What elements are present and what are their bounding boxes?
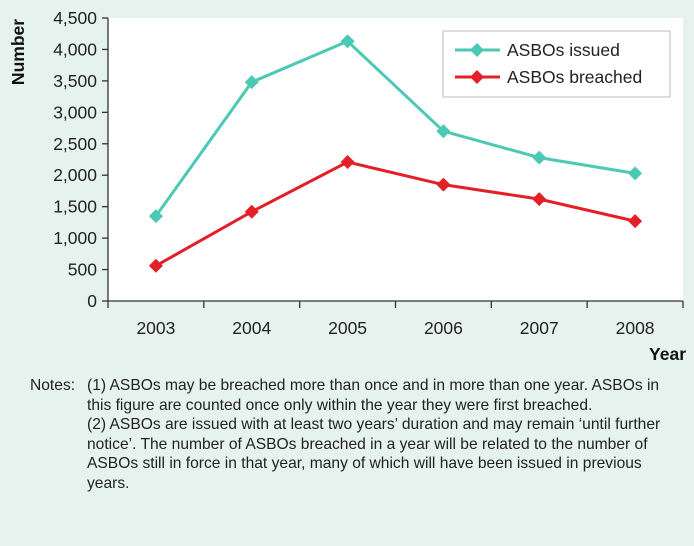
legend-box (442, 30, 671, 98)
y-tick-label: 2,000 (53, 165, 97, 185)
y-tick-label: 1,500 (53, 197, 97, 217)
series-layer (148, 34, 643, 273)
data-point (148, 258, 163, 273)
data-point (340, 34, 355, 49)
data-point (244, 204, 259, 219)
legend-marker-1 (470, 43, 484, 57)
data-point (340, 155, 355, 170)
y-tick-label: 1,000 (53, 228, 97, 248)
y-tick-label: 3,500 (53, 71, 97, 91)
x-tick-label: 2006 (424, 318, 463, 338)
y-tick-label: 4,500 (53, 8, 97, 28)
y-tick-label: 2,500 (53, 134, 97, 154)
notes: Notes: (1) ASBOs may be breached more th… (30, 376, 680, 494)
y-axis-title: Number (8, 19, 28, 85)
x-tick-label: 2003 (136, 318, 175, 338)
data-point (436, 124, 451, 139)
data-point (244, 75, 259, 90)
data-point (436, 177, 451, 192)
series-line-2 (155, 160, 636, 268)
data-point (148, 209, 163, 224)
legend-marker-2 (470, 70, 484, 84)
legend: ASBOs issued ASBOs breached (442, 30, 671, 98)
data-point (532, 192, 547, 207)
series-line-1 (154, 39, 636, 217)
note-2: (2) ASBOs are issued with at least two y… (87, 416, 661, 492)
x-axis-title: Year (649, 344, 686, 364)
note-1: (1) ASBOs may be breached more than once… (87, 377, 660, 414)
data-point (532, 150, 547, 165)
legend-label-2: ASBOs breached (507, 67, 642, 87)
x-tick-label: 2007 (520, 318, 559, 338)
x-tick-label: 2004 (232, 318, 271, 338)
notes-label: Notes: (30, 377, 76, 394)
y-tick-label: 0 (87, 291, 97, 311)
y-tick-label: 4,000 (53, 39, 97, 59)
x-tick-label: 2008 (616, 318, 655, 338)
data-point (628, 166, 643, 181)
x-tick-label: 2005 (328, 318, 367, 338)
y-tick-label: 500 (68, 260, 97, 280)
data-point (628, 214, 643, 229)
line-chart: 0 500 1,000 1,500 2,000 2,500 3,000 3,500 4,000 4… (8, 8, 686, 364)
legend-label-1: ASBOs issued (507, 40, 620, 60)
axes: 0 500 1,000 1,500 2,000 2,500 3,000 3,500 4,000 4… (8, 8, 686, 364)
y-tick-label: 3,000 (53, 102, 97, 122)
